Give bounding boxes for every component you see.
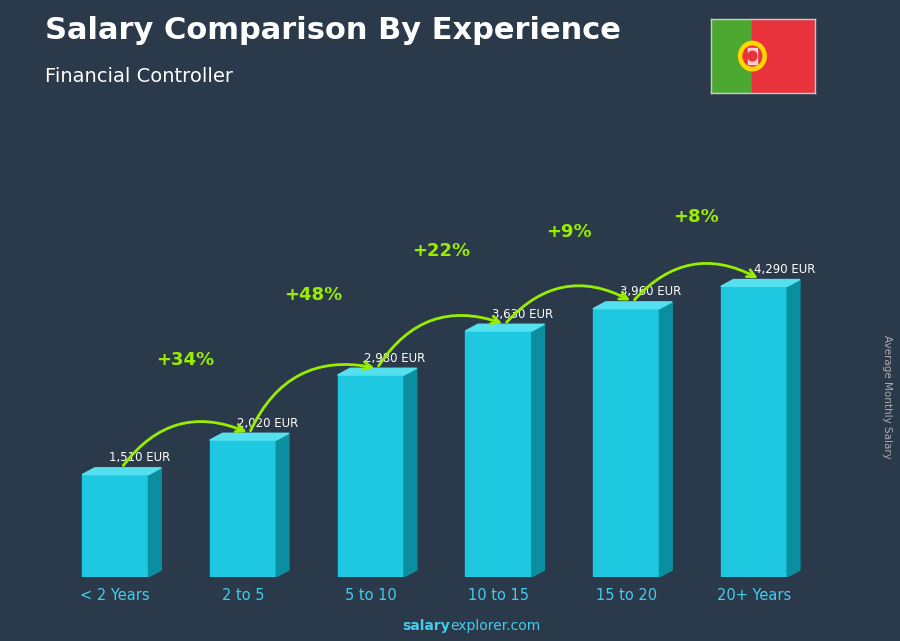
Polygon shape bbox=[465, 324, 544, 331]
Polygon shape bbox=[148, 468, 161, 577]
Polygon shape bbox=[660, 302, 672, 577]
Polygon shape bbox=[593, 302, 672, 309]
Polygon shape bbox=[404, 368, 417, 577]
Text: Average Monthly Salary: Average Monthly Salary bbox=[881, 335, 892, 460]
Text: 2,020 EUR: 2,020 EUR bbox=[237, 417, 298, 429]
Text: salary: salary bbox=[402, 619, 450, 633]
Bar bbox=[82, 474, 148, 577]
Text: 1,510 EUR: 1,510 EUR bbox=[109, 451, 170, 464]
Polygon shape bbox=[82, 468, 161, 474]
Text: explorer.com: explorer.com bbox=[450, 619, 540, 633]
Polygon shape bbox=[532, 324, 544, 577]
Text: 2,980 EUR: 2,980 EUR bbox=[364, 352, 426, 365]
Text: 3,960 EUR: 3,960 EUR bbox=[620, 285, 681, 298]
Text: 3,630 EUR: 3,630 EUR bbox=[492, 308, 554, 320]
Bar bbox=[711, 19, 752, 93]
Circle shape bbox=[743, 46, 761, 66]
Circle shape bbox=[748, 51, 757, 61]
Polygon shape bbox=[210, 433, 289, 440]
Bar bbox=[721, 287, 788, 577]
Text: +9%: +9% bbox=[546, 223, 591, 241]
Polygon shape bbox=[721, 279, 800, 287]
Bar bbox=[338, 375, 404, 577]
Text: Financial Controller: Financial Controller bbox=[45, 67, 233, 87]
Bar bbox=[748, 48, 757, 64]
Polygon shape bbox=[276, 433, 289, 577]
Text: +8%: +8% bbox=[673, 208, 719, 226]
Bar bbox=[752, 19, 814, 93]
Text: +48%: +48% bbox=[284, 286, 342, 304]
Bar bbox=[465, 331, 532, 577]
Text: 4,290 EUR: 4,290 EUR bbox=[754, 263, 815, 276]
Bar bbox=[210, 440, 276, 577]
Bar bbox=[593, 309, 660, 577]
Polygon shape bbox=[788, 279, 800, 577]
Text: +22%: +22% bbox=[412, 242, 470, 260]
Polygon shape bbox=[338, 368, 417, 375]
Text: +34%: +34% bbox=[157, 351, 214, 369]
Text: Salary Comparison By Experience: Salary Comparison By Experience bbox=[45, 16, 621, 45]
Circle shape bbox=[739, 41, 766, 71]
